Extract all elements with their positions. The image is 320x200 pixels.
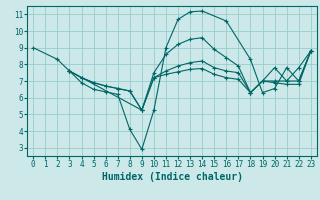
X-axis label: Humidex (Indice chaleur): Humidex (Indice chaleur) bbox=[101, 172, 243, 182]
